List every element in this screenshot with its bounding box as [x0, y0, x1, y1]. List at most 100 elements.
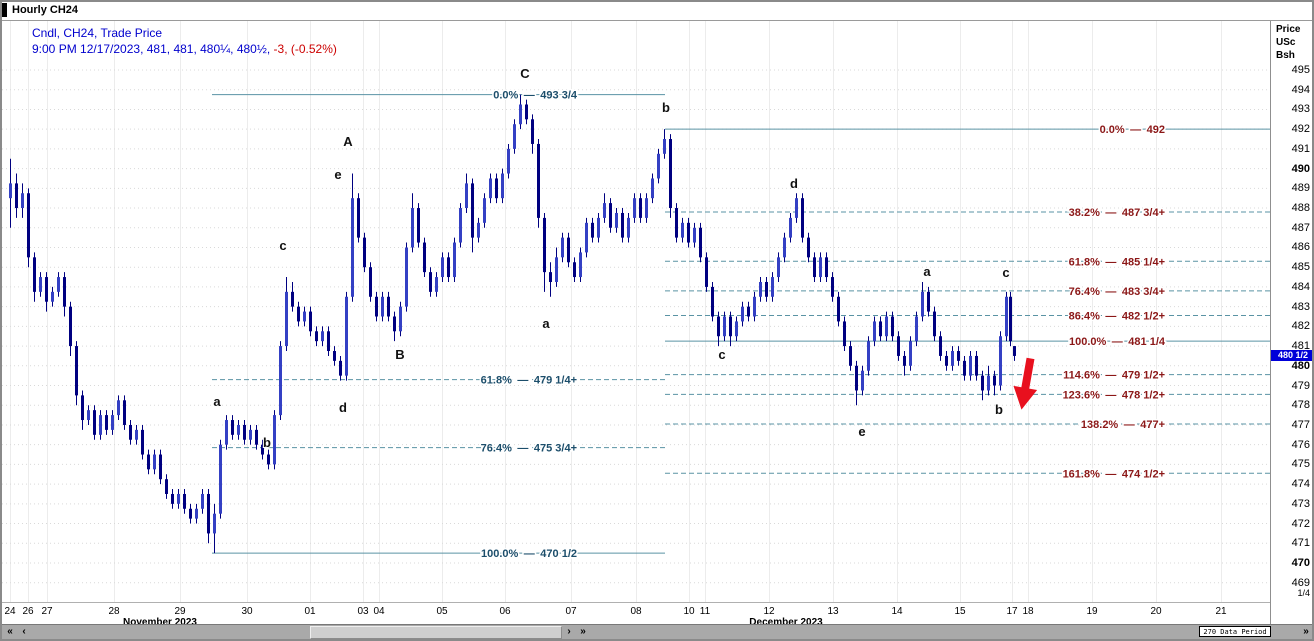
price-tick-label: 483 [1291, 300, 1310, 313]
price-axis-title: Price [1276, 24, 1301, 35]
price-axis-title: Bsh [1276, 50, 1295, 61]
wave-label: c [279, 238, 286, 253]
candle-body [279, 346, 282, 416]
fib-right-label: 61.8% — 485 1/4+ [1069, 256, 1165, 268]
scroll-left-button[interactable]: ‹ [17, 625, 31, 638]
candle-body [93, 410, 96, 435]
fib-left-label: 76.4% — 475 3/4+ [481, 443, 577, 455]
candle-body [177, 493, 180, 504]
candle-body [699, 227, 702, 258]
candle-body [165, 479, 168, 494]
candle-body [285, 291, 288, 347]
wave-label: e [858, 424, 865, 439]
price-tick-label: 479 [1291, 379, 1310, 392]
candle-body [189, 508, 192, 519]
date-tick-label: 10 [683, 606, 695, 617]
wave-label: a [542, 316, 550, 331]
candle-body [213, 513, 216, 534]
candle-body [729, 316, 732, 337]
scroll-far-left-button[interactable]: « [3, 625, 17, 638]
candle-body [405, 247, 408, 307]
date-tick-label: 08 [630, 606, 642, 617]
price-tick-label: 469 [1291, 576, 1310, 589]
data-period-button[interactable]: 270 Data Period [1199, 626, 1271, 637]
scroll-right-button[interactable]: › [562, 625, 576, 638]
candle-body [645, 198, 648, 218]
candle-body [27, 193, 30, 258]
candle-body [633, 198, 636, 218]
candle-body [441, 257, 444, 278]
candle-body [801, 198, 804, 238]
candle-body [99, 415, 102, 435]
candle-body [963, 360, 966, 376]
month-label: December 2023 [749, 617, 823, 628]
date-tick-label: 06 [499, 606, 511, 617]
candle-body [87, 410, 90, 421]
candle-body [783, 237, 786, 258]
candle-body [819, 257, 822, 278]
candle-body [183, 493, 186, 509]
candle-body [201, 493, 204, 509]
candle-body [915, 316, 918, 342]
date-tick-label: 26 [22, 606, 34, 617]
quote-values: 9:00 PM 12/17/2023, 481, 481, 480¼, 480½… [32, 42, 271, 56]
horizontal-scrollbar[interactable]: « ‹ › » 270 Data Period » [2, 624, 1312, 639]
price-tick-label: 494 [1291, 83, 1310, 96]
candle-body [969, 355, 972, 376]
candle-body [417, 208, 420, 243]
candle-body [711, 286, 714, 317]
candle-body [717, 316, 720, 337]
price-tick-label: 482 [1291, 320, 1310, 333]
candle-body [837, 296, 840, 322]
fib-right-label: 123.6% — 478 1/2+ [1063, 389, 1165, 401]
price-tick-label: 484 [1291, 280, 1310, 293]
date-tick-label: 20 [1150, 606, 1162, 617]
price-tick-label: 477 [1291, 418, 1310, 431]
candle-body [693, 227, 696, 243]
scroll-end-button[interactable]: » [1299, 625, 1312, 638]
date-tick-label: 14 [891, 606, 903, 617]
fib-right-label: 0.0% — 492 [1100, 124, 1165, 136]
red-down-arrow [1013, 357, 1038, 410]
candle-body [249, 429, 252, 440]
fib-right-label: 161.8% — 474 1/2+ [1063, 468, 1165, 480]
candle-body [885, 316, 888, 337]
candle-body [897, 336, 900, 356]
candle-body [723, 316, 726, 337]
candle-body [939, 336, 942, 356]
candle-body [993, 375, 996, 386]
candle-body [69, 306, 72, 347]
scrollbar-thumb[interactable] [310, 626, 562, 639]
candle-body [387, 296, 390, 317]
price-axis: Price USc Bsh 495 494 493 492 491 490 489 488 487 48… [1270, 20, 1312, 629]
candle-body [651, 178, 654, 199]
quote-line: 9:00 PM 12/17/2023, 481, 481, 480¼, 480½… [32, 42, 337, 56]
last-price-marker: 480 1/2 [1271, 350, 1312, 362]
candle-body [825, 257, 828, 278]
fib-left-label: 100.0% — 470 1/2 [481, 548, 577, 560]
candle-body [525, 104, 528, 120]
candle-body [849, 346, 852, 366]
candle-body [471, 183, 474, 238]
candle-body [135, 429, 138, 440]
price-tick-label: 493 [1291, 103, 1310, 116]
fib-left-label: 61.8% — 479 1/4+ [481, 375, 577, 387]
candle-body [597, 217, 600, 238]
date-tick-label: 04 [373, 606, 385, 617]
scroll-far-right-button[interactable]: » [576, 625, 590, 638]
candle-body [81, 395, 84, 421]
candle-body [771, 277, 774, 297]
price-tick-label: 474 [1291, 478, 1310, 491]
price-tick-label: 473 [1291, 497, 1310, 510]
candle-body [519, 104, 522, 125]
candle-body [843, 321, 846, 347]
date-tick-label: 24 [4, 606, 16, 617]
price-tick-label: 492 [1291, 123, 1310, 136]
price-tick-label: 481 [1291, 340, 1310, 353]
date-tick-label: 17 [1006, 606, 1018, 617]
price-tick-label: 491 [1291, 142, 1310, 155]
candle-body [351, 198, 354, 297]
candle-body [867, 341, 870, 371]
candle-body [591, 222, 594, 238]
